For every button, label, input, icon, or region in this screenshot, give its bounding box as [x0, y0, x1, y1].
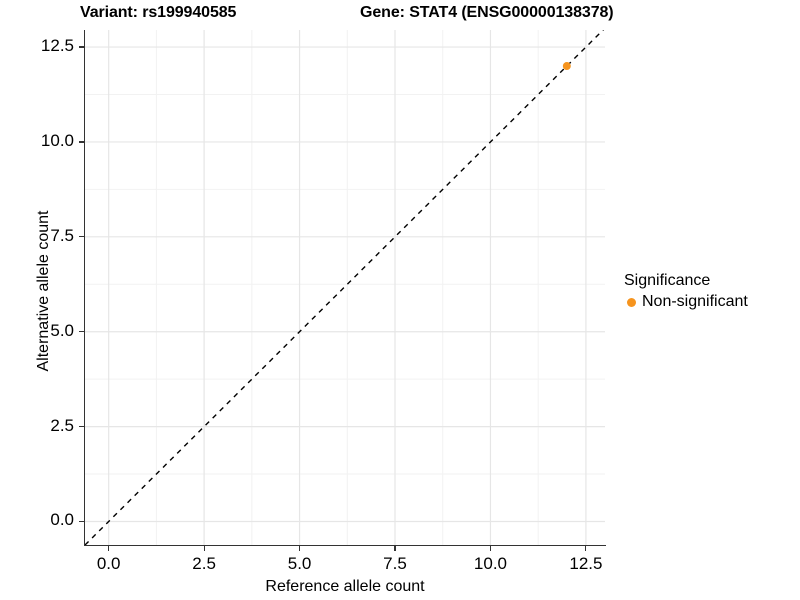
y-tick-label: 0.0: [50, 510, 74, 530]
y-axis-line: [84, 30, 86, 546]
y-tick-mark: [79, 331, 84, 333]
major-gridlines: [85, 30, 605, 545]
x-tick-label: 12.5: [569, 554, 603, 573]
legend-item-label: Non-significant: [642, 293, 748, 310]
y-tick-label: 7.5: [50, 225, 74, 245]
legend-items: Non-significant: [624, 292, 796, 312]
y-tick-label: 5.0: [50, 320, 74, 340]
x-axis-label: Reference allele count: [265, 578, 425, 595]
minor-gridlines: [85, 30, 605, 545]
legend: Significance Non-significant: [624, 272, 796, 312]
y-tick-mark: [79, 520, 84, 523]
x-tick-mark: [108, 546, 110, 551]
y-tick-mark: [79, 141, 84, 143]
y-tick-mark: [79, 46, 84, 48]
y-axis-label: Alternative allele count: [35, 210, 52, 372]
y-tick-labels: 0.0 2.5 5.0 7.5 10.0 12.5: [0, 0, 74, 600]
variant-title: Variant: rs199940585: [80, 4, 237, 21]
y-tick-label: 12.5: [40, 36, 74, 56]
x-tick-label: 5.0: [287, 554, 312, 573]
x-tick-mark: [394, 546, 396, 551]
x-tick-label: 2.5: [192, 554, 216, 573]
legend-title: Significance: [624, 272, 711, 289]
y-tick-mark: [79, 425, 84, 428]
x-tick-mark: [489, 546, 492, 551]
x-tick-mark: [298, 546, 301, 551]
data-points-group: [562, 62, 571, 71]
data-point: [562, 62, 571, 71]
gene-title: Gene: STAT4 (ENSG00000138378): [360, 4, 614, 21]
plot-panel: [85, 30, 605, 545]
x-tick-mark: [585, 546, 587, 551]
title-row: Variant: rs199940585 Gene: STAT4 (ENSG00…: [0, 4, 620, 26]
legend-item[interactable]: Non-significant: [624, 292, 796, 312]
y-tick-mark: [79, 236, 84, 238]
x-tick-mark: [203, 546, 205, 551]
y-tick-label: 10.0: [40, 130, 74, 150]
x-tick-label: 0.0: [96, 554, 121, 573]
y-tick-label: 2.5: [50, 415, 74, 435]
identity-line: [85, 30, 605, 545]
plot-canvas: [85, 30, 605, 545]
x-tick-label: 7.5: [383, 554, 407, 573]
x-axis-line: [84, 545, 606, 547]
x-tick-label: 10.0: [473, 554, 507, 573]
legend-dot-icon: [627, 297, 636, 307]
